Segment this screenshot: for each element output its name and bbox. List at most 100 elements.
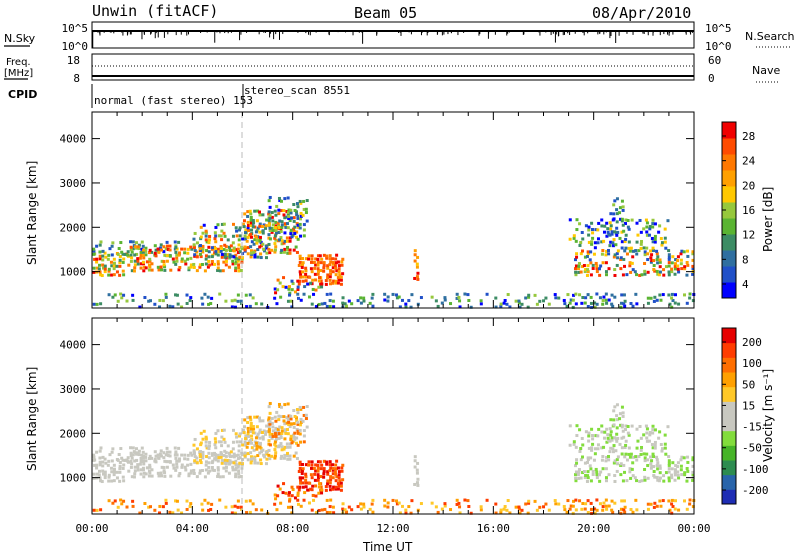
velocity-point bbox=[337, 470, 341, 474]
power-point bbox=[270, 226, 274, 230]
velocity-point bbox=[198, 453, 202, 457]
power-point bbox=[314, 305, 318, 309]
velocity-point bbox=[243, 437, 247, 441]
power-point bbox=[679, 262, 683, 266]
power-point bbox=[635, 273, 639, 277]
velocity-point bbox=[686, 455, 690, 459]
velocity-point bbox=[136, 465, 140, 469]
velocity-point bbox=[287, 423, 291, 427]
power-point bbox=[147, 251, 151, 255]
velocity-point bbox=[304, 472, 308, 476]
velocity-point bbox=[199, 443, 203, 447]
power-point bbox=[618, 236, 622, 240]
velocity-point bbox=[621, 429, 625, 433]
velocity-point bbox=[220, 461, 224, 465]
velocity-point bbox=[313, 472, 317, 476]
velocity-point bbox=[662, 479, 666, 483]
power-point bbox=[293, 231, 297, 235]
power-point bbox=[623, 299, 627, 303]
power-point bbox=[297, 263, 301, 267]
power-point bbox=[162, 263, 166, 267]
power-point bbox=[241, 237, 245, 241]
power-point bbox=[240, 247, 244, 251]
power-point bbox=[383, 298, 387, 302]
power-point bbox=[248, 293, 252, 297]
power-point bbox=[254, 230, 258, 234]
power-point bbox=[391, 292, 395, 296]
power-point bbox=[645, 225, 649, 229]
power-point bbox=[292, 248, 296, 252]
velocity-point bbox=[231, 440, 235, 444]
power-point bbox=[319, 261, 323, 265]
velocity-point bbox=[419, 502, 423, 506]
power-point bbox=[283, 216, 287, 220]
velocity-point bbox=[604, 498, 608, 502]
velocity-point bbox=[246, 416, 250, 420]
velocity-point bbox=[296, 443, 300, 447]
power-point bbox=[279, 295, 283, 299]
power-point bbox=[229, 244, 233, 248]
velocity-point bbox=[643, 478, 647, 482]
power-point bbox=[526, 305, 530, 309]
velocity-point bbox=[192, 443, 196, 447]
velocity-point bbox=[299, 420, 303, 424]
velocity-point bbox=[620, 405, 624, 409]
power-point bbox=[101, 254, 105, 258]
power-point bbox=[679, 252, 683, 256]
velocity-point bbox=[680, 473, 684, 477]
power-point bbox=[320, 302, 324, 306]
colorbar-swatch bbox=[722, 386, 736, 402]
velocity-point bbox=[102, 472, 106, 476]
velocity-point bbox=[586, 470, 590, 474]
power-point bbox=[279, 250, 283, 254]
velocity-point bbox=[467, 504, 471, 508]
power-point bbox=[234, 260, 238, 264]
velocity-point bbox=[383, 498, 387, 502]
velocity-point bbox=[328, 460, 332, 464]
velocity-point bbox=[256, 432, 260, 436]
velocity-point bbox=[268, 432, 272, 436]
y-tick-label: 1000 bbox=[60, 266, 87, 279]
velocity-point bbox=[280, 445, 284, 449]
power-point bbox=[101, 258, 105, 262]
power-point bbox=[635, 240, 639, 244]
velocity-point bbox=[246, 430, 250, 434]
velocity-point bbox=[295, 428, 299, 432]
velocity-point bbox=[122, 499, 126, 503]
velocity-point bbox=[127, 469, 131, 473]
nsky-trace bbox=[91, 30, 694, 48]
velocity-point bbox=[175, 462, 179, 466]
velocity-point bbox=[308, 481, 312, 485]
power-point bbox=[554, 296, 558, 300]
velocity-point bbox=[180, 463, 184, 467]
velocity-point bbox=[93, 463, 97, 467]
power-point bbox=[131, 240, 135, 244]
velocity-point bbox=[148, 465, 152, 469]
power-point bbox=[624, 218, 628, 222]
velocity-point bbox=[158, 511, 162, 515]
velocity-point bbox=[103, 457, 107, 461]
velocity-point bbox=[600, 424, 604, 428]
power-point bbox=[184, 262, 188, 266]
velocity-point bbox=[594, 467, 598, 471]
velocity-point bbox=[284, 431, 288, 435]
power-point bbox=[264, 224, 268, 228]
power-point bbox=[280, 220, 284, 224]
power-point bbox=[292, 227, 296, 231]
velocity-point bbox=[613, 459, 617, 463]
velocity-point bbox=[267, 429, 271, 433]
power-point bbox=[655, 269, 659, 273]
power-point bbox=[457, 295, 461, 299]
nave-tick-low: 0 bbox=[708, 72, 715, 85]
power-point bbox=[621, 273, 625, 277]
velocity-point bbox=[691, 470, 695, 474]
velocity-point bbox=[298, 428, 302, 432]
power-point bbox=[328, 304, 332, 308]
power-point bbox=[631, 268, 635, 272]
velocity-point bbox=[317, 508, 321, 512]
power-point bbox=[320, 257, 324, 261]
velocity-point bbox=[623, 510, 627, 514]
velocity-point bbox=[298, 463, 302, 467]
power-point bbox=[577, 270, 581, 274]
velocity-point bbox=[270, 432, 274, 436]
